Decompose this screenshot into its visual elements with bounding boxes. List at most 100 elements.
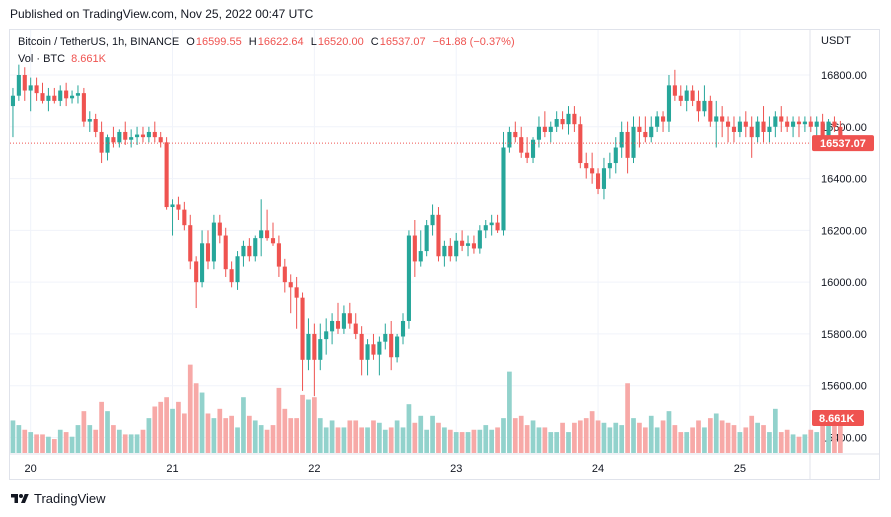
candle-body[interactable] <box>808 121 813 127</box>
candle-body[interactable] <box>312 333 317 360</box>
candle-body[interactable] <box>176 204 181 210</box>
candle-body[interactable] <box>294 287 299 298</box>
candle-body[interactable] <box>714 116 719 122</box>
candle-body[interactable] <box>430 214 435 226</box>
candle-body[interactable] <box>743 121 748 127</box>
candle-body[interactable] <box>200 243 205 283</box>
candle-body[interactable] <box>749 126 754 138</box>
candle-body[interactable] <box>755 121 760 138</box>
candle-body[interactable] <box>247 245 252 257</box>
candle-body[interactable] <box>726 121 731 127</box>
candle-body[interactable] <box>436 214 441 257</box>
candle-body[interactable] <box>731 126 737 132</box>
candle-body[interactable] <box>483 225 488 231</box>
candle-body[interactable] <box>93 119 98 132</box>
candle-body[interactable] <box>10 95 16 107</box>
candle-body[interactable] <box>146 131 151 138</box>
candle-body[interactable] <box>194 261 199 283</box>
candle-body[interactable] <box>205 243 211 262</box>
candle-body[interactable] <box>182 209 187 226</box>
candle-body[interactable] <box>412 235 417 262</box>
candle-body[interactable] <box>690 90 695 101</box>
candle-body[interactable] <box>637 126 642 132</box>
candle-body[interactable] <box>158 137 163 143</box>
candle-body[interactable] <box>448 245 453 257</box>
candle-body[interactable] <box>696 100 701 112</box>
candle-body[interactable] <box>129 137 134 140</box>
candle-body[interactable] <box>170 204 175 208</box>
candle-body[interactable] <box>672 85 677 96</box>
candle-body[interactable] <box>572 113 577 125</box>
candle-body[interactable] <box>359 333 364 360</box>
candle-body[interactable] <box>519 137 524 153</box>
candle-body[interactable] <box>347 313 352 324</box>
candle-body[interactable] <box>265 230 270 239</box>
candle-body[interactable] <box>791 121 796 127</box>
candle-body[interactable] <box>554 119 559 127</box>
candle-body[interactable] <box>276 243 281 267</box>
candle-body[interactable] <box>64 90 69 99</box>
candle-body[interactable] <box>341 313 346 329</box>
candle-body[interactable] <box>424 225 429 252</box>
candle-body[interactable] <box>223 235 228 270</box>
candle-body[interactable] <box>684 90 689 101</box>
candle-body[interactable] <box>87 119 92 122</box>
currency-unit[interactable]: USDT <box>821 35 851 47</box>
symbol-title[interactable]: Bitcoin / TetherUS, 1h, BINANCE <box>18 36 180 48</box>
candle-body[interactable] <box>779 116 784 122</box>
footer-brand[interactable]: TradingView <box>10 491 106 506</box>
candle-body[interactable] <box>814 121 819 127</box>
candle-body[interactable] <box>619 131 624 148</box>
candle-body[interactable] <box>282 266 287 283</box>
candle-body[interactable] <box>495 222 500 231</box>
candle-body[interactable] <box>595 173 601 189</box>
candle-body[interactable] <box>625 131 630 158</box>
candle-body[interactable] <box>590 168 595 174</box>
candle-body[interactable] <box>324 331 329 340</box>
candle-body[interactable] <box>16 75 21 96</box>
candle-body[interactable] <box>217 222 222 236</box>
candle-body[interactable] <box>377 341 382 355</box>
candle-body[interactable] <box>826 121 831 138</box>
candle-body[interactable] <box>52 95 57 101</box>
candle-body[interactable] <box>737 121 742 132</box>
candle-body[interactable] <box>661 116 666 122</box>
candle-body[interactable] <box>395 336 400 358</box>
candle-body[interactable] <box>28 85 33 91</box>
candle-body[interactable] <box>300 297 305 360</box>
candle-body[interactable] <box>259 230 264 239</box>
candle-body[interactable] <box>666 85 672 122</box>
candle-body[interactable] <box>389 333 394 358</box>
candle-body[interactable] <box>353 323 358 334</box>
volume-label[interactable]: Vol · BTC <box>18 53 66 65</box>
candle-body[interactable] <box>306 333 311 360</box>
candle-body[interactable] <box>454 240 459 257</box>
candle-body[interactable] <box>406 235 411 321</box>
candle-body[interactable] <box>678 95 683 101</box>
candle-body[interactable] <box>767 126 772 132</box>
candle-body[interactable] <box>117 131 122 143</box>
candle-body[interactable] <box>471 243 476 249</box>
candle-body[interactable] <box>288 282 293 288</box>
candle-body[interactable] <box>773 116 778 127</box>
candle-body[interactable] <box>365 344 370 360</box>
candle-body[interactable] <box>152 131 157 138</box>
candle-body[interactable] <box>477 230 482 249</box>
candle-body[interactable] <box>489 222 494 226</box>
candle-body[interactable] <box>40 93 45 101</box>
candle-body[interactable] <box>507 131 512 148</box>
candle-body[interactable] <box>832 121 837 127</box>
candle-body[interactable] <box>761 121 766 132</box>
candle-body[interactable] <box>613 147 618 164</box>
candle-body[interactable] <box>607 163 612 169</box>
candle-body[interactable] <box>655 116 660 127</box>
candle-body[interactable] <box>785 121 790 127</box>
candle-body[interactable] <box>513 131 518 138</box>
candle-body[interactable] <box>335 320 341 329</box>
candle-body[interactable] <box>70 95 75 99</box>
candle-body[interactable] <box>649 126 654 138</box>
candle-body[interactable] <box>99 131 104 153</box>
candle-body[interactable] <box>81 93 86 122</box>
candle-body[interactable] <box>631 126 636 158</box>
